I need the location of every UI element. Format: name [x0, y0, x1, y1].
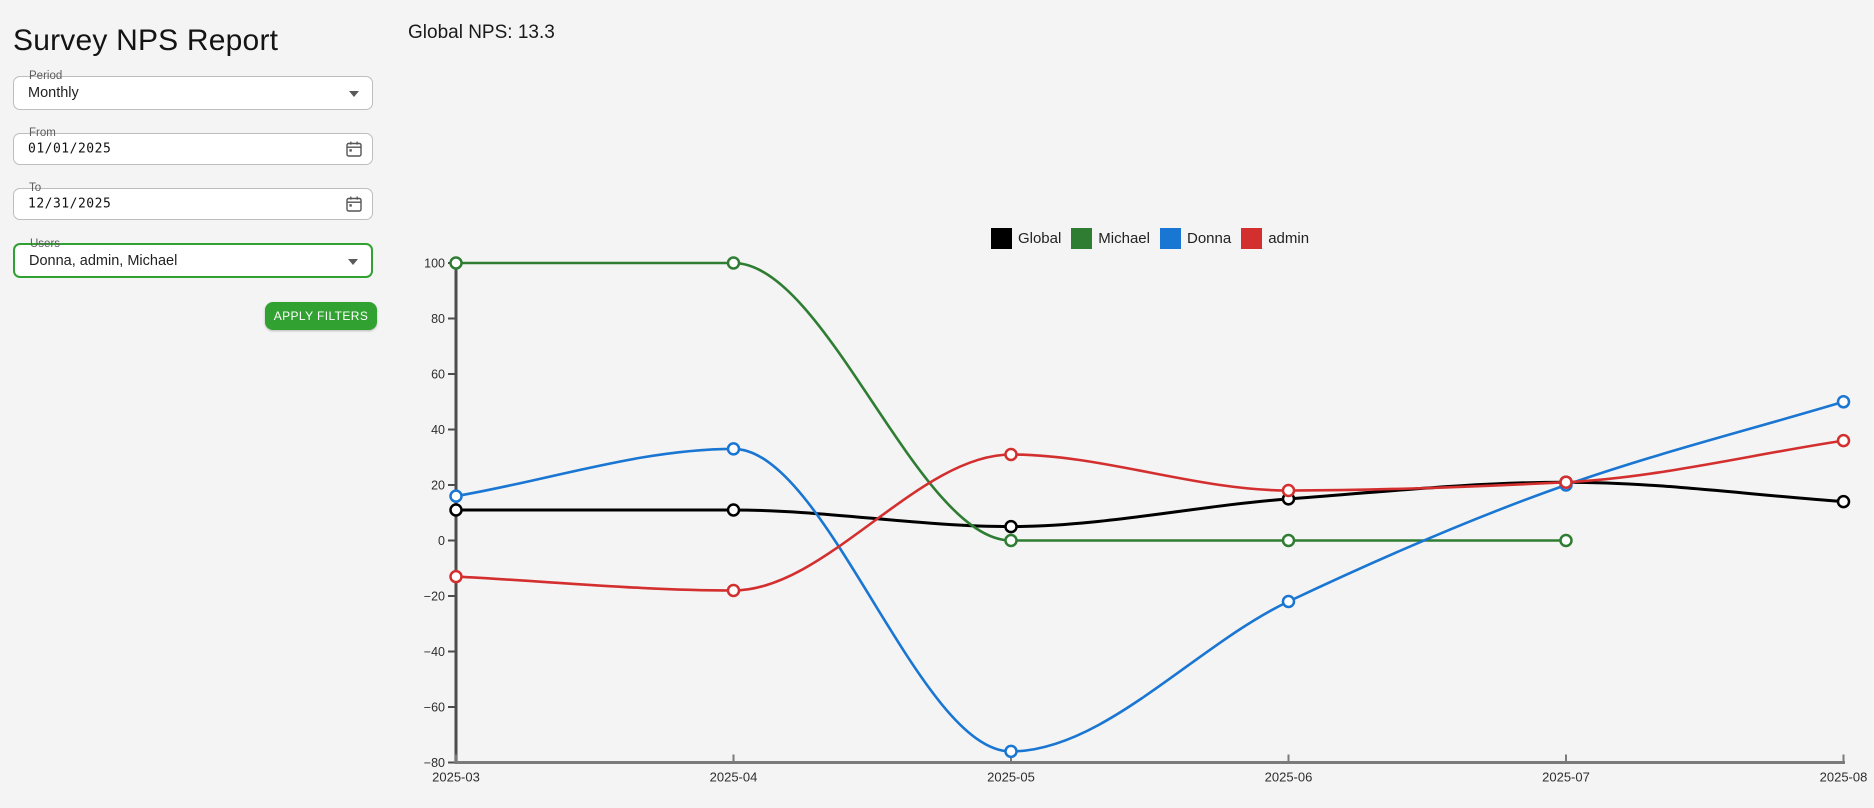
svg-text:40: 40: [431, 423, 445, 437]
chevron-down-icon: [349, 91, 359, 97]
to-date-input[interactable]: To 12/31/2025: [13, 182, 373, 220]
svg-text:100: 100: [424, 257, 445, 271]
page-title: Survey NPS Report: [13, 24, 279, 58]
svg-text:2025-05: 2025-05: [987, 770, 1035, 785]
global-nps-title: Global NPS: 13.3: [408, 22, 555, 43]
period-select[interactable]: Period Monthly: [13, 70, 373, 110]
legend-item-michael[interactable]: Michael: [1071, 227, 1150, 249]
svg-text:−60: −60: [424, 701, 445, 715]
users-multiselect[interactable]: Users Donna, admin, Michael: [13, 238, 373, 278]
svg-text:−20: −20: [424, 590, 445, 604]
svg-text:20: 20: [431, 479, 445, 493]
calendar-icon[interactable]: [345, 195, 363, 213]
period-value: Monthly: [28, 85, 79, 101]
svg-text:0: 0: [438, 534, 445, 548]
period-label: Period: [29, 70, 63, 82]
svg-text:−40: −40: [424, 645, 445, 659]
from-date-input[interactable]: From 01/01/2025: [13, 127, 373, 165]
legend-label: Donna: [1186, 229, 1232, 247]
calendar-icon[interactable]: [345, 140, 363, 158]
legend-label: admin: [1268, 229, 1310, 247]
svg-text:60: 60: [431, 368, 445, 382]
legend-label: Global: [1017, 229, 1062, 247]
svg-text:2025-03: 2025-03: [432, 770, 480, 785]
legend-item-admin[interactable]: admin: [1241, 227, 1310, 249]
legend-swatch: [1241, 227, 1263, 249]
from-label: From: [29, 127, 56, 139]
svg-text:2025-07: 2025-07: [1542, 770, 1590, 785]
legend-item-donna[interactable]: Donna: [1159, 227, 1232, 249]
svg-text:80: 80: [431, 312, 445, 326]
apply-filters-button[interactable]: APPLY FILTERS: [265, 302, 377, 330]
svg-text:2025-06: 2025-06: [1265, 770, 1313, 785]
svg-text:2025-08: 2025-08: [1820, 770, 1868, 785]
to-label: To: [29, 182, 42, 194]
from-value: 01/01/2025: [28, 141, 112, 157]
users-label: Users: [30, 238, 61, 250]
to-value: 12/31/2025: [28, 196, 112, 212]
chevron-down-icon: [348, 258, 358, 265]
legend-item-global[interactable]: Global: [990, 227, 1062, 249]
legend-label: Michael: [1098, 229, 1150, 247]
svg-text:2025-04: 2025-04: [710, 770, 758, 785]
legend-swatch: [1159, 227, 1181, 249]
legend-swatch: [990, 227, 1012, 249]
legend-swatch: [1071, 227, 1093, 249]
svg-text:−80: −80: [424, 756, 445, 770]
chart-legend: Global Michael Donna admin: [456, 227, 1844, 249]
users-value: Donna, admin, Michael: [29, 252, 178, 269]
